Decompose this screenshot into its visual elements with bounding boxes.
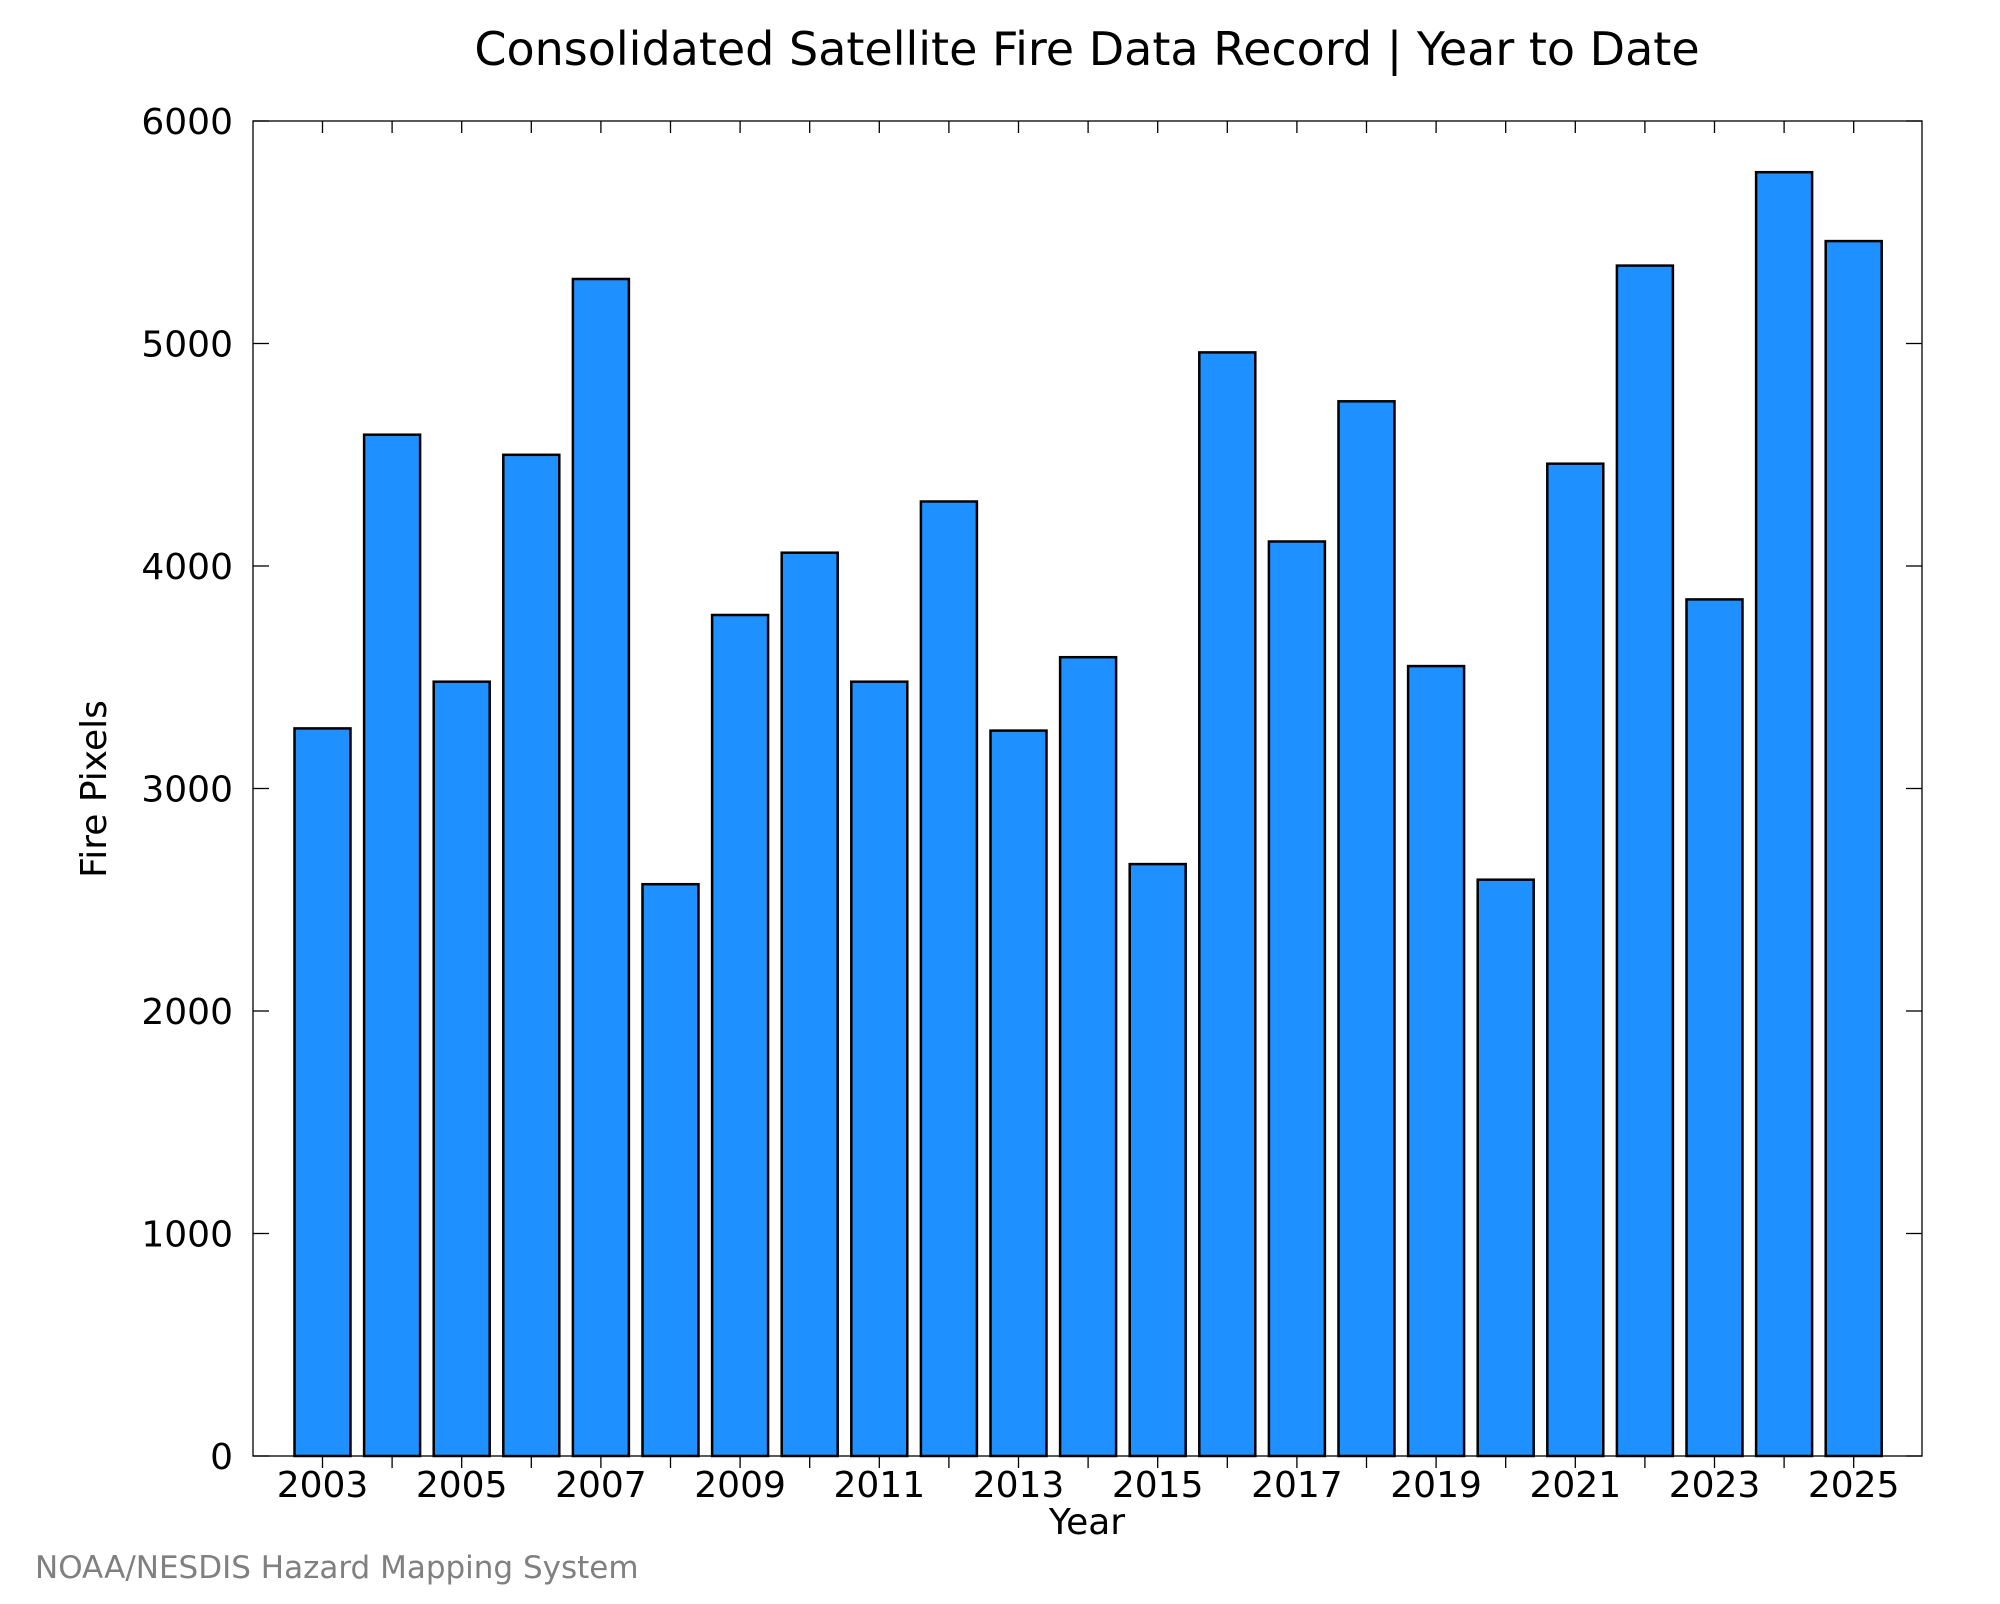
chart-title: Consolidated Satellite Fire Data Record … [474, 22, 1699, 77]
bar-2011 [850, 680, 909, 1458]
x-tick-label: 2025 [1808, 1465, 1900, 1506]
x-tick-label: 2009 [694, 1465, 786, 1506]
bar-2016 [1198, 351, 1257, 1458]
y-tick-label: 3000 [141, 770, 233, 811]
x-tick-label: 2015 [1112, 1465, 1204, 1506]
bar-2014 [1058, 655, 1118, 1458]
bar-2022 [1615, 264, 1675, 1458]
bar-2006 [502, 453, 561, 1458]
x-tick-label: 2005 [416, 1465, 508, 1506]
x-tick-label: 2003 [277, 1465, 369, 1506]
bar-2025 [1824, 239, 1883, 1458]
y-tick-label: 5000 [141, 325, 233, 366]
bar-2003 [293, 727, 352, 1458]
bar-2015 [1128, 862, 1187, 1458]
x-tick-label: 2023 [1669, 1465, 1761, 1506]
bars-layer [293, 170, 1883, 1458]
credit-text: NOAA/NESDIS Hazard Mapping System [35, 1550, 639, 1586]
bar-2023 [1685, 598, 1744, 1458]
y-tick-label: 0 [210, 1437, 233, 1478]
x-axis-label: Year [1048, 1502, 1125, 1543]
bar-2012 [919, 500, 979, 1458]
x-tick-label: 2007 [555, 1465, 647, 1506]
y-tick-label: 4000 [141, 547, 233, 588]
bar-2004 [362, 433, 422, 1458]
x-tick-label: 2019 [1390, 1465, 1482, 1506]
y-tick-label: 6000 [141, 102, 233, 143]
y-tick-label: 2000 [141, 992, 233, 1033]
x-tick-label: 2021 [1529, 1465, 1621, 1506]
bar-2020 [1476, 878, 1535, 1458]
bar-2013 [989, 729, 1048, 1458]
bar-2018 [1337, 400, 1396, 1458]
bar-2019 [1406, 664, 1466, 1458]
bar-2024 [1754, 170, 1814, 1458]
bar-2008 [641, 882, 700, 1458]
y-tick-label: 1000 [141, 1215, 233, 1256]
axes-layer: 0 1000 2000 3000 4000 5000 6000 2003 2005 2007 200… [141, 102, 1923, 1506]
bar-2007 [571, 277, 631, 1458]
bar-2010 [780, 551, 839, 1458]
bar-2005 [432, 680, 491, 1458]
x-tick-label: 2013 [973, 1465, 1065, 1506]
y-axis-label: Fire Pixels [74, 700, 115, 878]
bar-2009 [710, 613, 770, 1458]
bar-2017 [1267, 540, 1327, 1458]
bar-2021 [1546, 462, 1605, 1458]
x-tick-label: 2017 [1251, 1465, 1343, 1506]
x-tick-label: 2011 [833, 1465, 925, 1506]
